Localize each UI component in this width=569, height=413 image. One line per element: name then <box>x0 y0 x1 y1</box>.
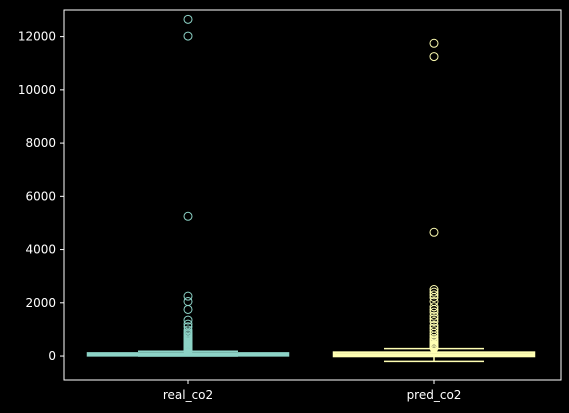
outlier-point <box>183 315 193 325</box>
outlier-point <box>183 211 193 221</box>
outlier-point <box>429 287 439 297</box>
outlier-point <box>183 291 193 301</box>
y-tick-label: 10000 <box>18 83 56 97</box>
outlier-point <box>429 292 439 302</box>
outlier-point <box>429 307 439 317</box>
outlier-point <box>429 52 439 62</box>
y-tick-label: 6000 <box>25 189 56 203</box>
axes: real_co2 pred_co2 0 2000 4000 6000 8000 10000 12… <box>18 30 462 402</box>
outlier-point <box>429 38 439 48</box>
outlier-point <box>429 302 439 312</box>
outlier-point <box>183 304 193 314</box>
outlier-point <box>429 316 439 326</box>
axes-frame <box>63 9 562 381</box>
outlier-point <box>429 314 439 324</box>
outlier-point <box>183 31 193 41</box>
box-group-pred_co2 <box>332 38 536 363</box>
y-tick-label: 2000 <box>25 296 56 310</box>
outlier-point <box>429 227 439 237</box>
outlier-point <box>183 14 193 24</box>
x-tick-label: pred_co2 <box>407 388 462 402</box>
y-tick-label: 0 <box>48 349 56 363</box>
outlier-point <box>429 343 439 353</box>
outlier-point <box>429 304 439 314</box>
y-tick-label: 12000 <box>18 30 56 44</box>
y-tick-label: 8000 <box>25 136 56 150</box>
plot-area <box>86 14 536 363</box>
outlier-point <box>183 346 193 356</box>
x-tick-label: real_co2 <box>163 388 213 402</box>
outlier-point <box>183 325 193 335</box>
outlier-point <box>429 311 439 321</box>
y-tick-label: 4000 <box>25 243 56 257</box>
box-group-real_co2 <box>86 14 290 357</box>
outlier-point <box>429 290 439 300</box>
